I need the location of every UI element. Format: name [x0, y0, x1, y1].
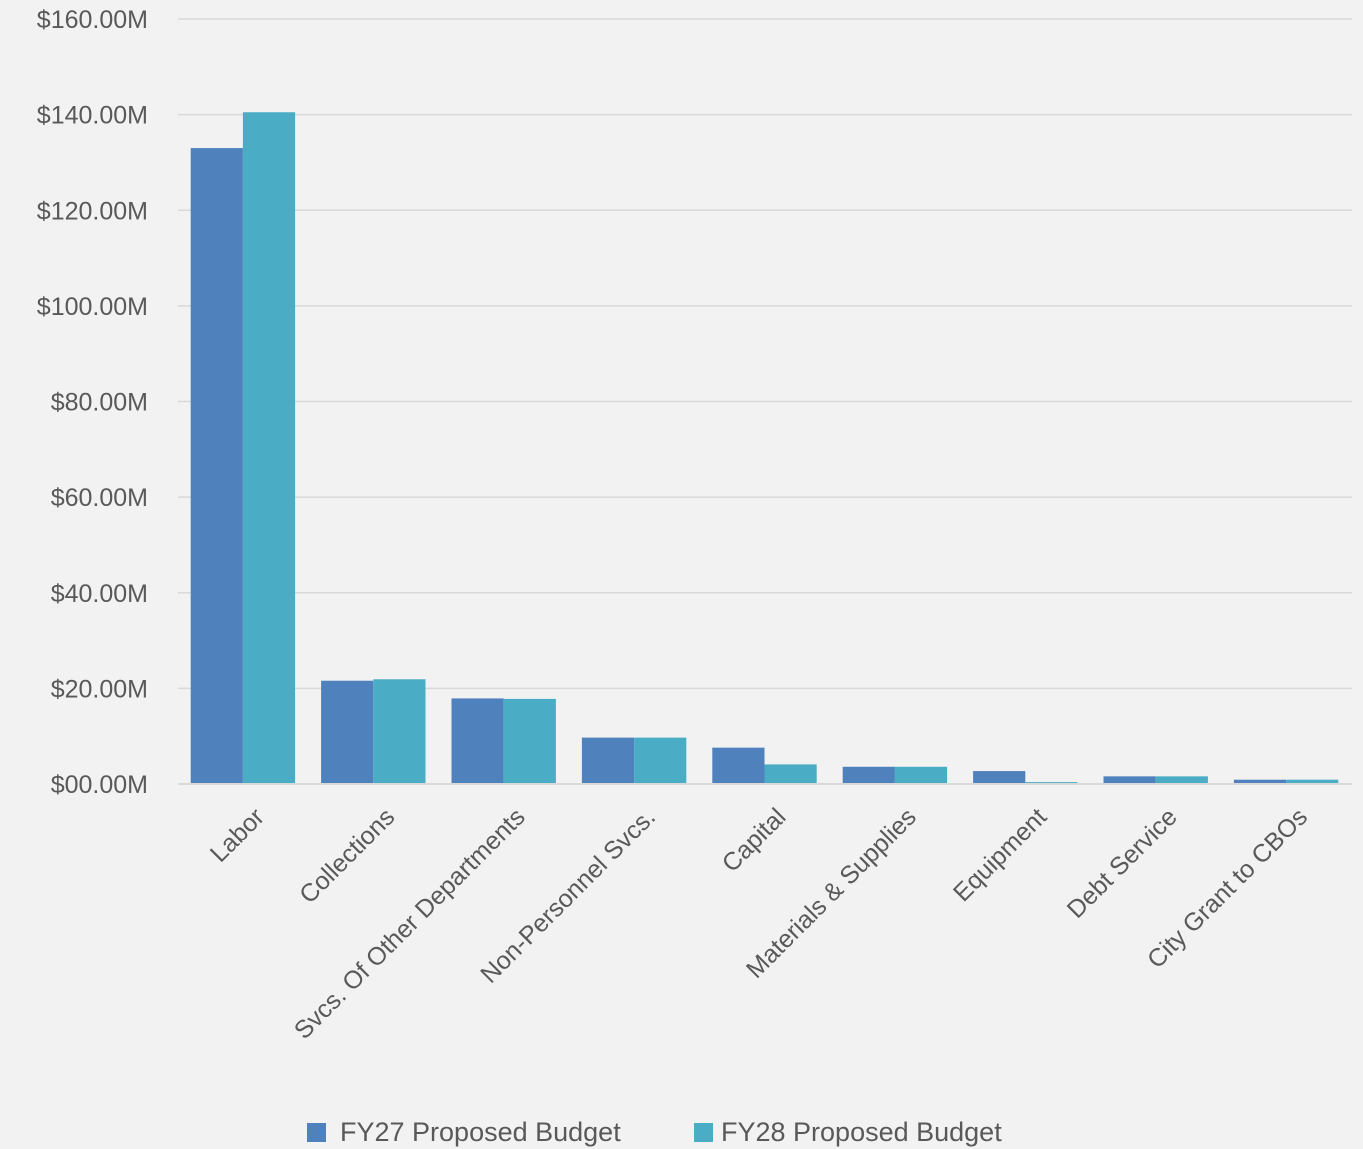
legend-swatch-fy28 — [694, 1123, 713, 1142]
y-axis-tick-labels: $00.00M $20.00M $40.00M $60.00M $80.00M $100.… — [37, 6, 148, 799]
bar-fy28-3 — [634, 737, 687, 784]
legend-label-fy28: FY28 Proposed Budget — [721, 1117, 1002, 1147]
bars — [190, 112, 1339, 784]
bar-fy27-4 — [712, 747, 765, 784]
y-tick-label: $80.00M — [51, 389, 148, 417]
y-tick-label: $160.00M — [37, 6, 148, 34]
gridlines — [178, 18, 1352, 690]
y-tick-label: $60.00M — [51, 484, 148, 512]
x-category-label: Svcs. Of Other Departments — [289, 803, 531, 1045]
y-tick-label: $40.00M — [51, 580, 148, 608]
bar-fy27-7 — [1103, 776, 1156, 784]
legend: FY27 Proposed Budget FY28 Proposed Budget — [307, 1117, 1002, 1147]
x-category-label: Debt Service — [1062, 803, 1183, 924]
bar-fy28-4 — [764, 764, 817, 784]
y-tick-label: $140.00M — [37, 102, 148, 130]
bar-fy27-6 — [973, 771, 1026, 784]
bar-fy27-0 — [190, 148, 243, 784]
bar-fy28-7 — [1155, 776, 1208, 784]
x-category-label: Labor — [205, 803, 270, 868]
bar-fy27-2 — [451, 698, 504, 784]
y-tick-label: $00.00M — [51, 771, 148, 799]
bar-fy27-3 — [581, 737, 635, 784]
x-category-label: Capital — [717, 803, 792, 878]
y-tick-label: $20.00M — [51, 675, 148, 703]
x-category-label: Collections — [294, 803, 400, 909]
bar-fy27-8 — [1233, 779, 1287, 784]
bar-fy28-0 — [242, 112, 296, 784]
y-tick-label: $120.00M — [37, 197, 148, 225]
x-category-label: Equipment — [948, 803, 1052, 907]
bar-fy27-5 — [842, 766, 895, 784]
bar-fy27-1 — [321, 680, 374, 784]
bar-fy28-5 — [894, 766, 948, 784]
bar-fy28-1 — [373, 679, 426, 784]
legend-label-fy27: FY27 Proposed Budget — [340, 1117, 621, 1147]
bar-fy28-8 — [1286, 779, 1339, 784]
y-tick-label: $100.00M — [37, 293, 148, 321]
legend-swatch-fy27 — [307, 1123, 326, 1142]
bar-fy28-2 — [503, 698, 556, 784]
